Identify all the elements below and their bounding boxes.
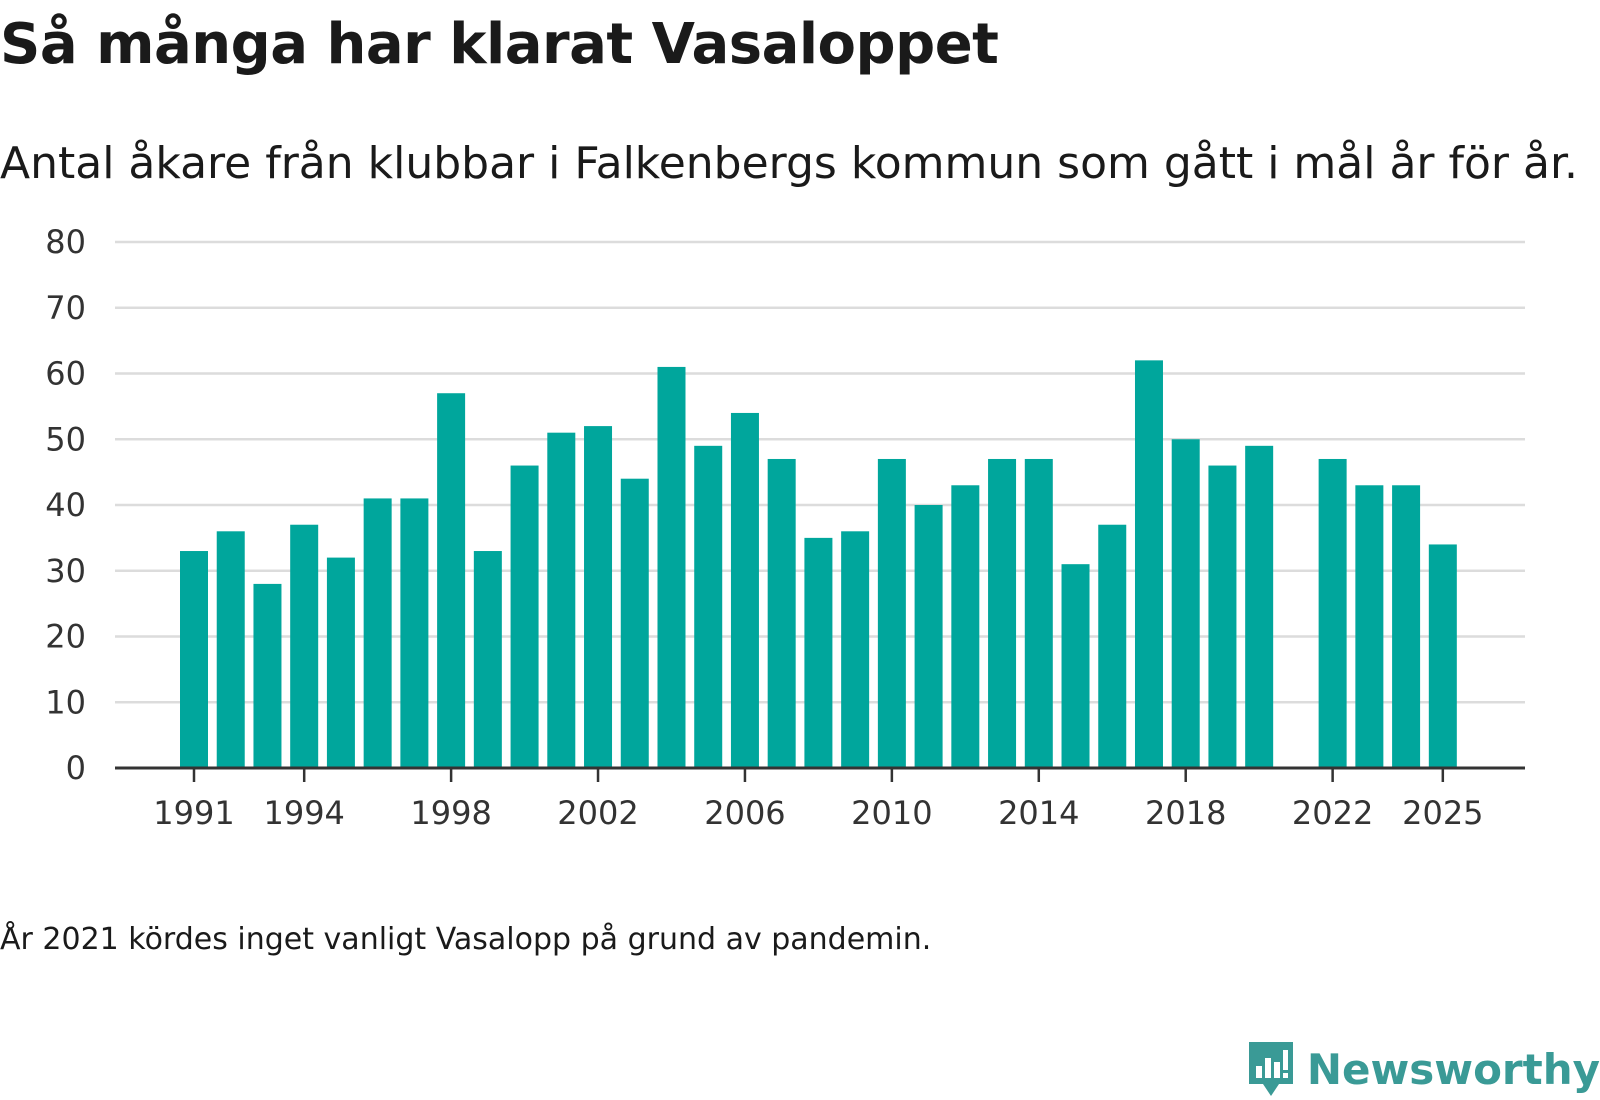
bar-2013: [988, 458, 1017, 768]
x-tick-label: 1994: [263, 794, 344, 832]
bar-2020: [1245, 445, 1274, 768]
bar-1996: [363, 498, 392, 768]
bar-1999: [473, 551, 502, 768]
x-tick-label: 2018: [1145, 794, 1226, 832]
y-tick-label: 60: [45, 355, 86, 393]
y-tick-label: 20: [45, 618, 86, 656]
bar-2024: [1392, 485, 1421, 768]
bar-1998: [437, 393, 466, 768]
bar-2018: [1171, 439, 1200, 768]
bar-2005: [694, 445, 723, 768]
bar-2017: [1134, 360, 1163, 768]
bar-2006: [730, 412, 759, 768]
bar-2025: [1428, 544, 1457, 768]
x-tick-label: 2025: [1402, 794, 1483, 832]
bar-2015: [1061, 564, 1090, 768]
footnote: År 2021 kördes inget vanligt Vasalopp på…: [0, 922, 932, 957]
bar-2012: [951, 485, 980, 768]
bar-2002: [584, 426, 613, 768]
y-axis-labels: 0 10 20 30 40 50 60 70 80: [45, 223, 86, 787]
bar-2023: [1355, 485, 1384, 768]
x-tick-label: 2014: [998, 794, 1079, 832]
brand-logo: Newsworthy: [1245, 1040, 1600, 1098]
x-tick-label: 1998: [410, 794, 491, 832]
bar-2003: [620, 478, 649, 768]
y-tick-label: 70: [45, 289, 86, 327]
bar-2007: [767, 458, 796, 768]
bar-2016: [1098, 524, 1127, 768]
bar-2000: [510, 465, 539, 768]
x-tick-label: 2002: [557, 794, 638, 832]
bar-2019: [1208, 465, 1237, 768]
bar-2022: [1318, 458, 1347, 768]
bar-1991: [180, 551, 208, 768]
bar-2014: [1024, 458, 1053, 768]
bar-2008: [804, 537, 833, 768]
brand-name: Newsworthy: [1306, 1044, 1600, 1094]
y-tick-label: 40: [45, 486, 86, 524]
newsworthy-logo-icon: [1248, 1042, 1293, 1096]
chart-subtitle: Antal åkare från klubbar i Falkenbergs k…: [0, 138, 1578, 189]
bar-2004: [657, 366, 686, 768]
y-tick-label: 30: [45, 552, 86, 590]
bars: [180, 360, 1457, 768]
bar-2011: [914, 505, 943, 768]
x-tick-label: 2006: [704, 794, 785, 832]
bar-1995: [326, 557, 355, 768]
bar-1992: [216, 531, 245, 768]
y-tick-label: 80: [45, 223, 86, 261]
bar-2009: [841, 531, 870, 768]
y-tick-label: 50: [45, 420, 86, 458]
bar-chart: 1991 1994 1998 2002 2006 2010 2014 2018 2022 2025…: [45, 223, 1525, 832]
chart-title: Så många har klarat Vasaloppet: [0, 12, 999, 77]
x-tick-label: 1991: [153, 794, 234, 832]
bar-1994: [290, 524, 319, 768]
bar-1993: [253, 583, 282, 768]
y-tick-label: 10: [45, 683, 86, 721]
x-tick-label: 2022: [1292, 794, 1373, 832]
bar-2001: [547, 432, 576, 768]
x-tick-label: 2010: [851, 794, 932, 832]
y-tick-label: 0: [66, 749, 86, 787]
bar-1997: [400, 498, 429, 768]
bar-2010: [877, 458, 906, 768]
x-axis-ticks: 1991 1994 1998 2002 2006 2010 2014 2018 2022 2025: [153, 768, 1484, 832]
